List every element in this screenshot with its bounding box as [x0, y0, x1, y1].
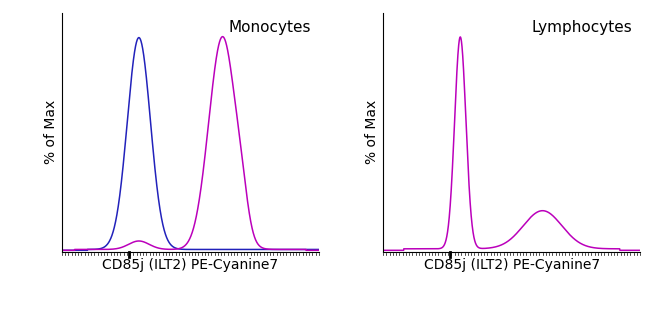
Text: Lymphocytes: Lymphocytes [532, 20, 632, 35]
X-axis label: CD85j (ILT2) PE-Cyanine7: CD85j (ILT2) PE-Cyanine7 [102, 258, 278, 272]
Y-axis label: % of Max: % of Max [365, 100, 379, 164]
Text: Monocytes: Monocytes [229, 20, 311, 35]
Y-axis label: % of Max: % of Max [44, 100, 58, 164]
X-axis label: CD85j (ILT2) PE-Cyanine7: CD85j (ILT2) PE-Cyanine7 [424, 258, 600, 272]
